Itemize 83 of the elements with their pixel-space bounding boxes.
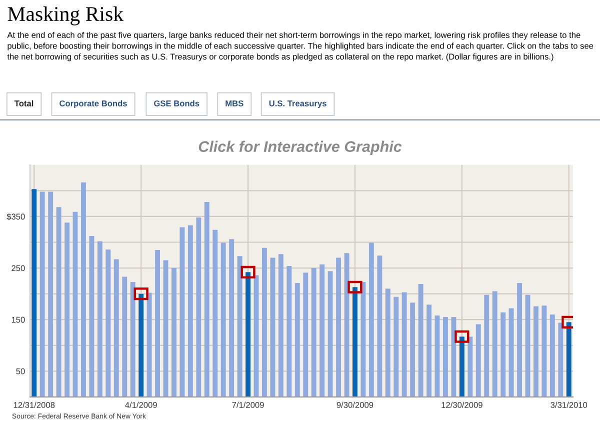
bar	[81, 182, 86, 397]
bar	[377, 256, 382, 397]
bar	[237, 256, 242, 397]
y-tick-label: 50	[16, 368, 25, 374]
x-tick-label: 3/31/2010	[550, 402, 588, 408]
bar	[262, 248, 267, 397]
bar	[418, 284, 424, 397]
bar	[360, 282, 366, 397]
bar	[303, 272, 308, 397]
y-tick-label: 250	[12, 265, 25, 272]
text: GSE Bonds	[154, 100, 200, 106]
bar	[188, 225, 193, 397]
bar	[48, 192, 54, 397]
bar	[459, 336, 464, 397]
bar	[89, 236, 94, 397]
bar	[229, 239, 234, 397]
bar	[254, 275, 259, 397]
bar	[212, 230, 218, 397]
bar	[106, 249, 111, 397]
bar	[410, 302, 416, 397]
bar	[320, 264, 325, 397]
chart-title: Masking Risk	[8, 6, 124, 26]
bar	[434, 315, 440, 397]
text: U.S. Treasurys	[269, 100, 326, 108]
bar	[508, 308, 514, 397]
bar	[484, 294, 490, 397]
bar	[566, 322, 572, 397]
text: Click for Interactive Graphic	[198, 140, 402, 156]
bar	[534, 306, 538, 397]
bar	[286, 266, 292, 397]
text: Corporate Bonds	[60, 100, 127, 108]
bar	[270, 258, 276, 397]
bar	[492, 291, 498, 397]
bar	[476, 324, 481, 397]
bar	[130, 282, 136, 397]
bar	[56, 207, 62, 397]
bar	[525, 294, 530, 397]
x-tick-label: 7/1/2009	[232, 402, 264, 408]
bar	[32, 189, 37, 397]
text: Total	[14, 100, 34, 106]
bar	[72, 212, 78, 397]
bar	[517, 282, 522, 397]
bar	[426, 304, 432, 397]
bar	[443, 317, 448, 397]
bar	[402, 292, 407, 397]
bar	[336, 258, 341, 397]
y-tick-label: 150	[12, 316, 25, 323]
bar	[468, 336, 473, 397]
x-tick-label: 9/30/2009	[336, 402, 374, 408]
text: MBS	[226, 100, 244, 106]
bar	[122, 276, 128, 397]
bar	[180, 227, 185, 397]
bar	[204, 202, 210, 397]
chart-subtitle: At the end of each of the past five quarters, large banks reduced their net short-term borrowings in the repo market, lowering risk profiles they release to the public, before boosting their borrowings in the middle of each successive quarter. The highlighted bars indicate the end of each quarter. Click on the tabs to see the net borrowing of securities such as U.S. Treasurys or corporate bonds as pledged as collateral on the repo market. (Dollar figures are in billions.)	[7, 32, 594, 62]
bar	[138, 294, 144, 397]
bar	[385, 288, 390, 397]
x-tick-label: 12/31/2008	[14, 402, 55, 408]
y-tick-label: $350	[6, 213, 25, 220]
bar	[550, 314, 555, 397]
bar	[368, 242, 374, 397]
bar	[394, 296, 399, 397]
x-tick-label: 12/30/2009	[442, 402, 482, 408]
bar	[114, 259, 119, 397]
bar	[64, 222, 70, 397]
bar	[163, 260, 168, 397]
x-tick-label: 4/1/2009	[125, 402, 157, 408]
bar	[311, 268, 316, 397]
bar	[328, 271, 333, 397]
bar	[558, 322, 564, 397]
bar	[246, 272, 250, 397]
bar	[220, 242, 226, 397]
bar	[294, 282, 300, 397]
bar	[278, 254, 284, 397]
bar	[146, 292, 152, 397]
bar	[172, 268, 176, 397]
bar	[352, 287, 358, 397]
bar	[542, 306, 547, 397]
bar	[196, 218, 202, 397]
bar	[500, 312, 506, 397]
bar	[97, 241, 102, 397]
bar	[451, 317, 456, 397]
bar	[155, 250, 160, 397]
bar	[40, 192, 45, 397]
